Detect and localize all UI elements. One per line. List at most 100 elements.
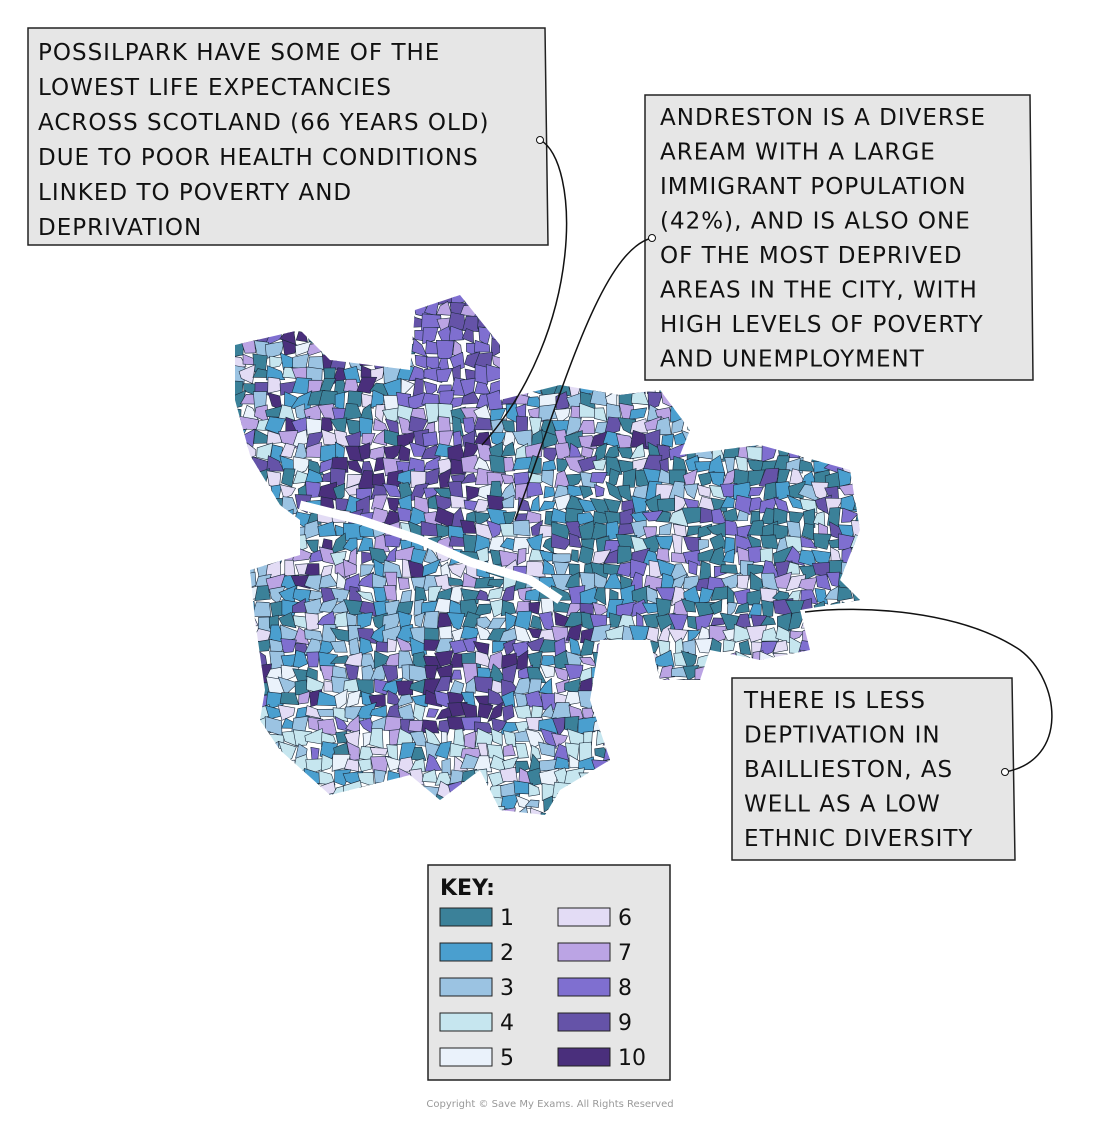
map-area xyxy=(646,744,663,761)
map-area xyxy=(473,299,489,319)
map-area xyxy=(603,795,625,812)
key-label: 6 xyxy=(618,906,632,931)
map-area xyxy=(668,806,688,815)
map-area xyxy=(864,482,876,498)
map-area xyxy=(709,794,727,809)
map-area xyxy=(317,342,338,358)
key-title: KEY: xyxy=(440,876,495,901)
map-area xyxy=(603,715,624,733)
map-area xyxy=(449,796,466,812)
map-area xyxy=(501,353,520,370)
map-area xyxy=(645,756,662,774)
map-area xyxy=(258,481,271,500)
map-area xyxy=(604,352,624,368)
map-area xyxy=(357,808,374,815)
map-area xyxy=(605,689,622,711)
map-area xyxy=(290,796,309,810)
map-area xyxy=(811,421,831,437)
map-area xyxy=(864,527,879,533)
map-area xyxy=(409,785,426,799)
map-area xyxy=(618,799,636,815)
map-area xyxy=(235,389,247,410)
map-area xyxy=(671,717,689,731)
map-area xyxy=(798,433,817,448)
map-area xyxy=(866,449,883,460)
map-area xyxy=(329,640,348,653)
key-swatch xyxy=(439,942,493,962)
map-area xyxy=(235,794,243,814)
map-area xyxy=(865,380,884,394)
map-area xyxy=(292,649,309,672)
map-area xyxy=(462,636,478,653)
map-area xyxy=(555,793,573,813)
map-area xyxy=(251,537,271,550)
map-area xyxy=(310,313,320,332)
map-area xyxy=(305,481,321,499)
map-area xyxy=(683,720,699,736)
map-area xyxy=(800,535,818,549)
map-area xyxy=(685,753,702,773)
arrow-dot xyxy=(536,136,544,144)
map-area xyxy=(447,562,468,578)
map-area xyxy=(235,337,245,358)
map-area xyxy=(620,642,632,658)
map-area xyxy=(616,704,636,722)
arrow xyxy=(481,139,568,446)
map-area xyxy=(734,602,750,614)
map-area xyxy=(605,782,623,800)
map-area xyxy=(720,468,737,490)
map-area xyxy=(245,793,259,810)
map-area xyxy=(693,390,712,412)
map-area xyxy=(235,535,247,553)
map-area xyxy=(866,665,882,679)
map-area xyxy=(680,701,699,721)
map-area xyxy=(720,495,735,509)
map-area xyxy=(279,442,296,458)
map-area xyxy=(475,589,491,602)
map-area xyxy=(235,663,243,685)
map-area xyxy=(524,326,543,342)
map-area xyxy=(853,483,860,501)
map-area xyxy=(658,664,676,679)
map-area xyxy=(319,312,336,332)
map-area xyxy=(694,638,714,654)
map-area xyxy=(524,366,546,384)
map-area xyxy=(629,418,648,434)
map-area xyxy=(746,432,764,449)
map-area xyxy=(267,295,286,307)
map-area xyxy=(837,572,856,590)
map-area xyxy=(477,703,494,719)
map-area xyxy=(335,341,350,359)
map-area xyxy=(852,380,860,397)
map-area xyxy=(360,564,375,578)
map-area xyxy=(775,418,787,438)
map-area xyxy=(279,484,297,499)
callout-line: POSSILPARK HAVE SOME OF THE xyxy=(38,40,440,66)
map-area xyxy=(235,311,247,331)
key-label: 3 xyxy=(500,976,514,1001)
map-area xyxy=(472,755,493,773)
map-area xyxy=(811,652,826,671)
map-area xyxy=(839,637,858,659)
map-area xyxy=(513,352,529,368)
map-area xyxy=(643,812,662,815)
map-area xyxy=(851,587,860,607)
map-area xyxy=(503,511,517,528)
map-area xyxy=(408,795,427,814)
map-area xyxy=(382,339,399,359)
map-area xyxy=(384,295,403,307)
map-area xyxy=(408,295,424,306)
map-area xyxy=(530,705,544,719)
map-area xyxy=(643,783,662,800)
map-area xyxy=(438,430,454,449)
map-area xyxy=(251,525,272,540)
map-area xyxy=(517,496,531,512)
map-area xyxy=(568,637,582,656)
map-area xyxy=(499,339,513,356)
map-area xyxy=(631,653,647,672)
map-area xyxy=(670,552,686,564)
map-area xyxy=(647,768,662,784)
callout-line: DEPRIVATION xyxy=(38,215,202,241)
map-area xyxy=(682,795,702,815)
map-area xyxy=(527,376,543,395)
